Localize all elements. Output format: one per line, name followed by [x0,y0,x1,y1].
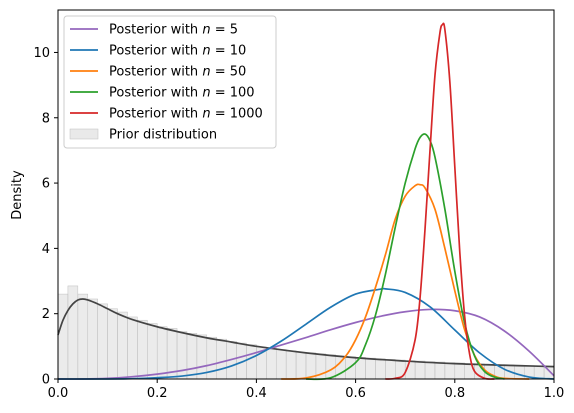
histogram-bar [57,293,69,380]
histogram-bar [295,351,307,380]
histogram-bar [137,319,148,380]
x-tick-label: 0.4 [246,386,267,401]
histogram-bar [385,359,396,380]
histogram-bar [266,347,277,380]
series-lines [57,22,555,381]
histogram-bar [345,356,356,380]
histogram-bar [156,326,168,380]
series-line [305,133,505,381]
x-tick-label: 1.0 [544,386,565,401]
legend-label: Prior distribution [109,128,217,143]
histogram-bar [216,338,227,380]
histogram-bar [375,358,386,380]
histogram-bar [305,352,317,380]
y-axis-label: Density [10,170,25,220]
histogram-bar [147,323,158,380]
legend-label: Posterior with n = 10 [109,44,246,59]
legend-label: Posterior with n = 50 [109,65,246,80]
histogram-bar [97,303,108,380]
series-line [57,298,555,368]
histogram-bar [533,365,545,380]
histogram-bar [107,308,118,380]
histogram-bar [365,357,376,380]
plot-frame [57,9,555,380]
y-tick-label: 4 [42,242,50,257]
histogram-bar [275,349,287,380]
y-axis: 0 2 4 6 8 10 [33,46,58,388]
histogram-bar [444,362,456,380]
series-line [57,308,555,380]
legend-swatch [69,128,99,140]
histogram-bar [246,344,257,380]
histogram-bar [285,350,297,380]
histogram-bar [127,316,138,380]
legend-label: Posterior with n = 100 [109,86,255,101]
y-tick-label: 0 [42,373,50,388]
x-tick-label: 0.8 [444,386,465,401]
histogram-bar [414,360,426,380]
y-tick-label: 8 [42,111,50,126]
y-tick-label: 2 [42,307,50,322]
histogram-bar [395,359,406,380]
legend-label: Posterior with n = 5 [109,23,238,38]
x-axis: 0.0 0.2 0.4 0.6 0.8 1.0 [48,379,565,401]
histogram-bar [186,333,198,380]
series-line [385,22,495,380]
x-tick-label: 0.6 [345,386,366,401]
y-tick-label: 10 [33,46,50,61]
histogram-bar [434,361,446,380]
x-tick-label: 0.2 [147,386,168,401]
histogram-bar [87,298,98,380]
histogram-bar [117,311,128,380]
legend-label: Posterior with n = 1000 [109,107,263,122]
y-tick-label: 6 [42,177,50,192]
histogram-bar [454,362,465,380]
histogram-bars [57,285,555,380]
legend-box [63,15,277,149]
histogram-bar [77,293,89,380]
histogram-bar [514,365,525,380]
x-tick-label: 0.0 [48,386,69,401]
legend: Posterior with n = 5 Posterior with n = 1… [63,15,277,149]
series-line [281,183,530,380]
histogram-bar [424,361,436,380]
